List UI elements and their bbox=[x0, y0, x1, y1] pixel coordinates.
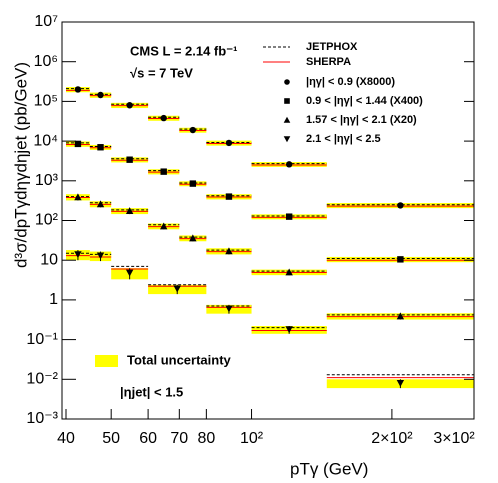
experiment-label: CMS L = 2.14 fb⁻¹ bbox=[130, 43, 237, 58]
x-tick-label: 3×10² bbox=[433, 430, 475, 447]
y-tick-label: 10⁻² bbox=[26, 371, 58, 388]
x-tick-label: 70 bbox=[170, 430, 188, 447]
y-tick-label: 10 bbox=[40, 251, 58, 268]
y-axis-label: d³σ/dpTγdηγdηjet (pb/GeV) bbox=[11, 62, 30, 268]
marker bbox=[396, 379, 405, 387]
marker bbox=[74, 193, 82, 201]
marker bbox=[126, 102, 133, 109]
x-tick-label: 50 bbox=[102, 430, 120, 447]
legend-marker bbox=[284, 98, 290, 104]
marker bbox=[96, 200, 105, 208]
x-tick-label: 2×10² bbox=[371, 430, 413, 447]
legend-label: 1.57 < |ηγ| < 2.1 (X20) bbox=[306, 114, 417, 126]
marker bbox=[125, 269, 134, 277]
band-legend-swatch bbox=[95, 355, 118, 367]
energy-label: √s = 7 TeV bbox=[130, 65, 193, 80]
marker bbox=[396, 312, 405, 320]
marker bbox=[74, 140, 82, 148]
x-axis-label: pTγ (GeV) bbox=[290, 459, 368, 478]
marker bbox=[96, 252, 105, 260]
marker bbox=[189, 126, 197, 134]
y-tick-label: 10⁶ bbox=[34, 53, 58, 70]
marker bbox=[397, 202, 404, 209]
marker bbox=[225, 247, 233, 255]
marker bbox=[285, 326, 293, 334]
marker bbox=[189, 180, 197, 187]
x-tick-label: 80 bbox=[197, 430, 215, 447]
legend-label: JETPHOX bbox=[306, 41, 358, 53]
legend-marker bbox=[283, 116, 291, 123]
legend-label: |ηγ| < 0.9 (X8000) bbox=[306, 76, 395, 88]
y-tick-label: 10² bbox=[35, 212, 59, 229]
marker bbox=[160, 114, 167, 122]
y-tick-label: 10⁴ bbox=[33, 132, 58, 149]
marker bbox=[225, 305, 233, 313]
y-tick-label: 10⁻³ bbox=[26, 410, 58, 427]
x-tick-label: 10² bbox=[240, 430, 264, 447]
marker bbox=[97, 91, 104, 99]
y-tick-label: 10⁷ bbox=[34, 13, 58, 30]
eta-jet-label: |ηjet| < 1.5 bbox=[120, 384, 183, 399]
x-tick-label: 40 bbox=[57, 430, 75, 447]
legend-marker bbox=[283, 136, 291, 143]
marker bbox=[160, 168, 167, 175]
marker bbox=[160, 222, 168, 230]
legend-marker bbox=[284, 79, 290, 85]
marker bbox=[285, 268, 293, 276]
marker bbox=[74, 86, 82, 93]
x-tick-label: 60 bbox=[139, 430, 157, 447]
legend-label: SHERPA bbox=[306, 56, 351, 68]
marker bbox=[97, 144, 104, 151]
marker bbox=[74, 251, 82, 259]
marker bbox=[173, 285, 181, 293]
legend-label: 2.1 < |ηγ| < 2.5 bbox=[306, 133, 381, 145]
y-tick-label: 10³ bbox=[35, 172, 59, 189]
marker bbox=[397, 256, 404, 263]
band-legend-label: Total uncertainty bbox=[127, 352, 232, 367]
marker bbox=[126, 156, 133, 163]
legend-label: 0.9 < |ηγ| < 1.44 (X400) bbox=[306, 95, 423, 107]
marker bbox=[225, 193, 233, 200]
y-tick-label: 1 bbox=[49, 291, 58, 308]
marker bbox=[189, 234, 197, 242]
marker bbox=[125, 207, 134, 215]
marker bbox=[285, 213, 293, 220]
plot-frame bbox=[61, 21, 475, 420]
y-tick-label: 10⁻¹ bbox=[26, 331, 58, 348]
marker bbox=[225, 139, 233, 147]
marker bbox=[285, 161, 293, 168]
y-tick-label: 10⁵ bbox=[34, 93, 58, 110]
